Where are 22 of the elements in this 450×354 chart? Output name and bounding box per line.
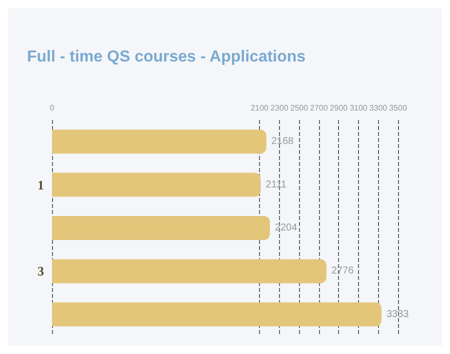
bar bbox=[52, 130, 266, 154]
x-tick-label: 3300 bbox=[369, 104, 388, 112]
y-tick-label: 3 bbox=[38, 264, 44, 279]
x-tick-label: 3100 bbox=[350, 104, 368, 112]
y-tick-label: 1 bbox=[38, 177, 44, 192]
x-tick-label: 2300 bbox=[270, 104, 289, 112]
data-label: 3333 bbox=[386, 308, 410, 320]
x-tick-label: 2500 bbox=[290, 104, 309, 112]
x-tick-label: 3500 bbox=[389, 104, 408, 112]
bar bbox=[52, 259, 326, 284]
x-tick-label: 0 bbox=[50, 104, 55, 112]
data-label: 2776 bbox=[331, 266, 354, 277]
chart-title: Full - time QS courses - Applications bbox=[27, 48, 306, 66]
data-label: 2168 bbox=[271, 136, 294, 148]
data-label: 2204 bbox=[274, 222, 298, 234]
bar bbox=[52, 172, 261, 197]
x-tick-label: 2900 bbox=[330, 104, 348, 112]
bar bbox=[52, 302, 382, 326]
bar bbox=[52, 216, 270, 240]
data-label: 2111 bbox=[266, 179, 287, 190]
x-tick-label: 2700 bbox=[310, 104, 328, 112]
x-tick-label: 2100 bbox=[250, 104, 270, 112]
